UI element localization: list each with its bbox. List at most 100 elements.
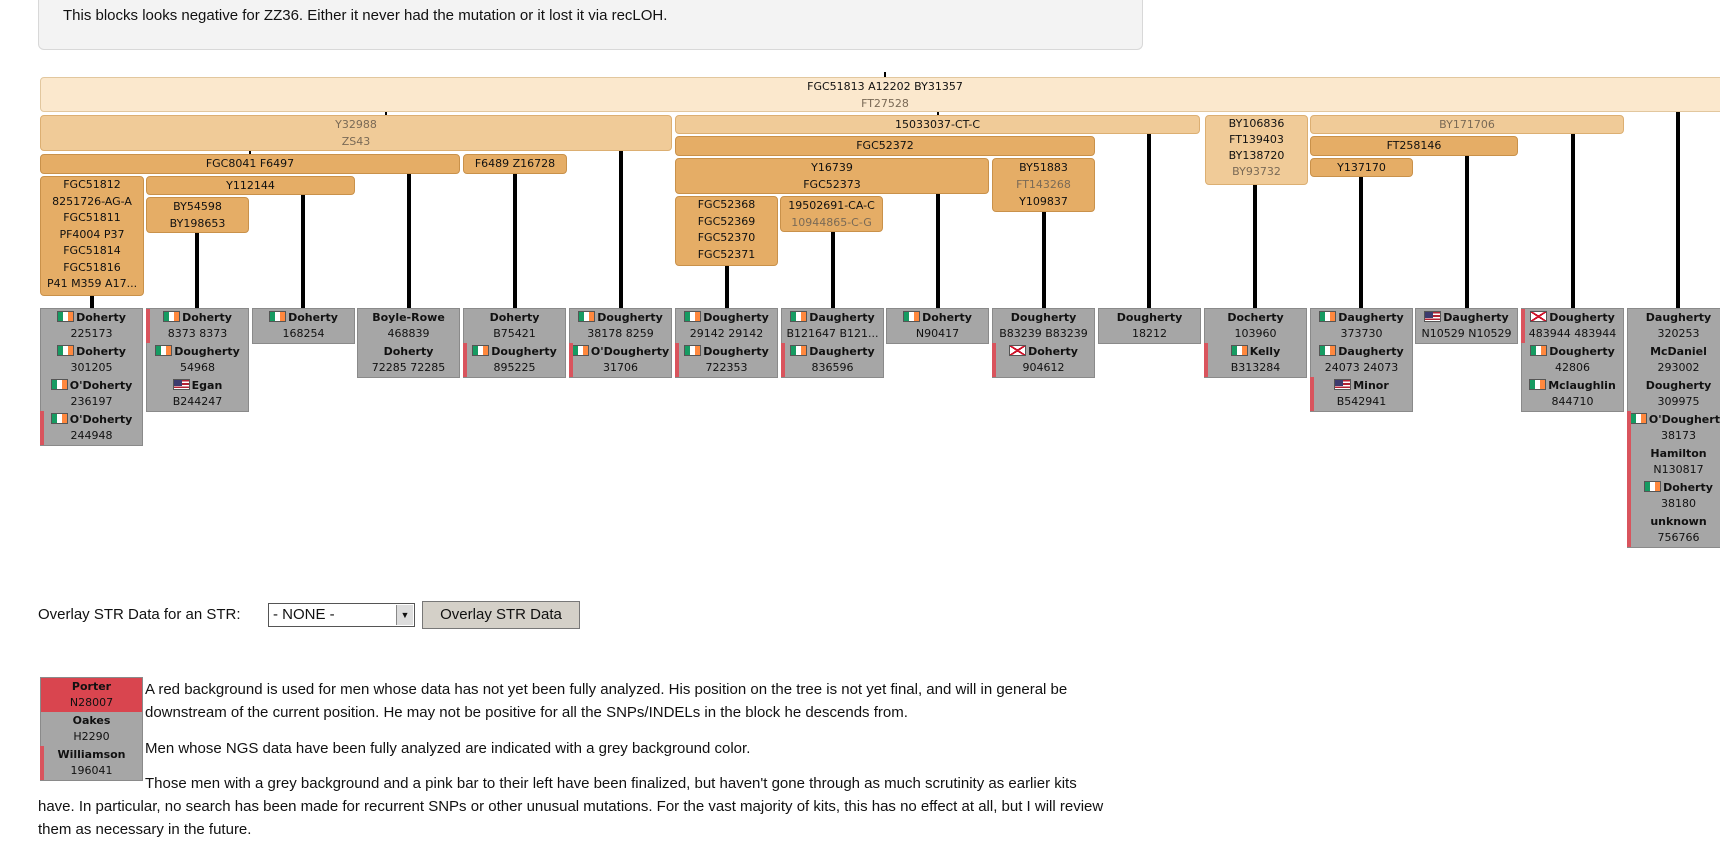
str-select[interactable]: - NONE - ▼ xyxy=(268,603,415,627)
snp-label: FT27528 xyxy=(861,97,909,110)
kit-entry[interactable]: Dougherty 309975 xyxy=(1628,377,1720,411)
kit-entry[interactable]: Doherty 225173 xyxy=(41,309,142,343)
kit-entry[interactable]: Docherty 103960 xyxy=(1205,309,1306,343)
kit-entry[interactable]: Mclaughlin 844710 xyxy=(1522,377,1623,411)
kit-entry[interactable]: Minor B542941 xyxy=(1310,377,1412,411)
kit-entry[interactable]: O'Doherty 236197 xyxy=(41,377,142,411)
kit-entry[interactable]: Doherty 168254 xyxy=(253,309,354,343)
kit-entry[interactable]: Doherty 72285 72285 xyxy=(358,343,459,377)
kit-surname: Kelly xyxy=(1249,345,1281,358)
kit-id: B542941 xyxy=(1336,395,1387,408)
kit-entry[interactable]: Doherty 301205 xyxy=(41,343,142,377)
kit-entry[interactable]: Dougherty 895225 xyxy=(463,343,565,377)
kit-entry[interactable]: unknown 756766 xyxy=(1627,513,1720,547)
snp-label: Y112144 xyxy=(226,179,275,192)
ireland-flag-icon xyxy=(903,311,921,322)
kit-column: Boyle-Rowe 468839 Doherty 72285 72285 xyxy=(357,308,460,378)
kit-name: Docherty xyxy=(1205,310,1306,326)
ireland-flag-icon xyxy=(1319,345,1337,356)
kit-surname: Dougherty xyxy=(1549,345,1615,358)
kit-entry[interactable]: Dougherty B83239 B83239 xyxy=(993,309,1094,343)
kit-name: Dougherty xyxy=(1099,310,1200,326)
kit-entry[interactable]: Doherty B75421 xyxy=(464,309,565,343)
kit-name: Doherty xyxy=(147,310,248,326)
kit-entry[interactable]: Doherty 904612 xyxy=(992,343,1094,377)
kit-entry[interactable]: Daugherty 836596 xyxy=(781,343,883,377)
ireland-flag-icon xyxy=(57,345,75,356)
kit-entry[interactable]: Dougherty 42806 xyxy=(1522,343,1623,377)
kit-surname: Hamilton xyxy=(1650,447,1707,460)
kit-entry[interactable]: Daugherty B121647 B121... xyxy=(782,309,883,343)
snp-label: 8251726-AG-A xyxy=(52,194,132,208)
kit-entry[interactable]: Dougherty 38178 8259 xyxy=(570,309,671,343)
kit-surname: Doherty xyxy=(288,311,338,324)
kit-entry[interactable]: Dougherty 54968 xyxy=(147,343,248,377)
kit-entry[interactable]: Egan B244247 xyxy=(147,377,248,411)
kit-surname: Daugherty xyxy=(809,311,875,324)
snp-block-fgc51812[interactable]: FGC51812 8251726-AG-A FGC51811 PF4004 P3… xyxy=(40,176,144,296)
kit-entry[interactable]: O'Doherty 244948 xyxy=(40,411,142,445)
snp-label: FGC52372 xyxy=(856,139,914,152)
kit-entry[interactable]: Dougherty 18212 xyxy=(1099,309,1200,343)
snp-block-by51883[interactable]: BY51883 FT143268 Y109837 xyxy=(992,158,1095,212)
tree-connector xyxy=(195,230,199,308)
kit-entry[interactable]: Daugherty 373730 xyxy=(1311,309,1412,343)
kit-entry[interactable]: Kelly B313284 xyxy=(1204,343,1306,377)
tree-connector xyxy=(407,172,411,308)
kit-entry[interactable]: Hamilton N130817 xyxy=(1627,445,1720,479)
kit-entry[interactable]: Daugherty 320253 xyxy=(1628,309,1720,343)
snp-block-fgc8041[interactable]: FGC8041 F6497 xyxy=(40,154,460,174)
snp-label: 15033037-CT-C xyxy=(895,118,980,131)
snp-block-19502691[interactable]: 19502691-CA-C 10944865-C-G xyxy=(780,196,883,232)
snp-block-by171706[interactable]: BY171706 xyxy=(1310,115,1624,134)
kit-entry[interactable]: McDaniel 293002 xyxy=(1628,343,1720,377)
ireland-flag-icon xyxy=(269,311,287,322)
snp-block-by106836[interactable]: BY106836 FT139403 BY138720 BY93732 xyxy=(1205,115,1308,185)
ireland-flag-icon xyxy=(1230,345,1248,356)
snp-block-fgc52368[interactable]: FGC52368 FGC52369 FGC52370 FGC52371 xyxy=(675,196,778,266)
kit-id: 29142 29142 xyxy=(689,327,764,340)
snp-block-by54598[interactable]: BY54598 BY198653 xyxy=(146,197,249,233)
snp-block-fgc52372[interactable]: FGC52372 xyxy=(675,136,1095,156)
snp-block-y137170[interactable]: Y137170 xyxy=(1310,158,1413,177)
kit-name: O'Doherty xyxy=(41,412,142,428)
snp-block-f6489[interactable]: F6489 Z16728 xyxy=(463,154,567,174)
kit-entry[interactable]: Doherty N90417 xyxy=(887,309,988,343)
snp-block-y16739[interactable]: Y16739 FGC52373 xyxy=(675,158,989,194)
kit-entry[interactable]: O'Dougherty 31706 xyxy=(569,343,671,377)
kit-name: Doherty xyxy=(887,310,988,326)
snp-label: FGC51811 xyxy=(63,211,121,224)
kit-entry[interactable]: Dougherty 29142 29142 xyxy=(676,309,777,343)
chevron-down-icon[interactable]: ▼ xyxy=(396,605,413,625)
kit-entry[interactable]: Dougherty 722353 xyxy=(675,343,777,377)
kit-entry[interactable]: Doherty 38180 xyxy=(1627,479,1720,513)
snp-block-y112144[interactable]: Y112144 xyxy=(146,176,355,195)
overlay-str-button[interactable]: Overlay STR Data xyxy=(422,601,580,629)
snp-block-fgc51813[interactable]: FGC51813 A12202 BY31357 FT27528 xyxy=(40,77,1720,112)
kit-entry[interactable]: Daugherty 24073 24073 xyxy=(1311,343,1412,377)
kit-surname: Daugherty xyxy=(1645,311,1712,324)
snp-block-15033037[interactable]: 15033037-CT-C xyxy=(675,115,1200,134)
snp-label: PF4004 P37 xyxy=(59,227,125,241)
ireland-flag-icon xyxy=(790,345,808,356)
kit-entry[interactable]: Doherty 8373 8373 xyxy=(146,309,248,343)
kit-id: N10529 N10529 xyxy=(1421,327,1512,340)
kit-surname: Dougherty xyxy=(174,345,240,358)
tree-connector xyxy=(1147,132,1151,308)
kit-entry[interactable]: O'Dougherty 38173 xyxy=(1627,411,1720,445)
snp-label: FGC52368 xyxy=(697,198,756,211)
kit-name: Boyle-Rowe xyxy=(358,310,459,326)
kit-entry[interactable]: Daugherty N10529 N10529 xyxy=(1416,309,1517,343)
kit-surname: Dougherty xyxy=(1645,379,1712,392)
kit-entry[interactable]: Dougherty 483944 483944 xyxy=(1521,309,1623,343)
kit-id: 301205 xyxy=(70,361,113,374)
kit-entry[interactable]: Boyle-Rowe 468839 xyxy=(358,309,459,343)
tree-connector xyxy=(725,262,729,308)
overlay-label: Overlay STR Data for an STR: xyxy=(38,606,241,623)
kit-name: Daugherty xyxy=(1628,310,1720,326)
tree-connector xyxy=(301,192,305,308)
snp-block-ft258146[interactable]: FT258146 xyxy=(1310,136,1518,156)
snp-block-y32988[interactable]: Y32988 ZS43 xyxy=(40,115,672,151)
kit-surname: Doherty xyxy=(922,311,972,324)
kit-id: B83239 B83239 xyxy=(999,327,1088,340)
